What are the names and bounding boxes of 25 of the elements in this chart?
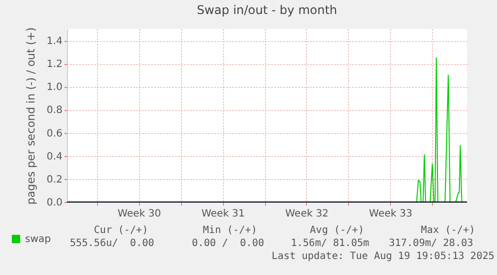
y-tick-label: 1.2 [46, 59, 62, 70]
text: 317.09m/ 28.03 [388, 238, 474, 249]
y-tick-label: 1.4 [46, 36, 62, 48]
x-tick-label: Week 33 [369, 208, 412, 220]
y-tick-label: 0.2 [46, 174, 62, 186]
text: Max (-/+) [420, 225, 476, 236]
y-tick-label: 1.0 [46, 82, 62, 94]
text: 555.56u/ 0.00 [70, 238, 154, 249]
text: Min (-/+) [202, 225, 258, 236]
text: Avg (-/+) [310, 225, 364, 236]
text: Last update: Tue Aug 19 19:05:13 2025 [272, 251, 494, 262]
x-tick-label: Week 31 [201, 208, 245, 220]
y-tick-label: 0.4 [46, 151, 62, 162]
x-tick-label: Week 32 [285, 208, 329, 220]
chart-title: Swap in/out - by month [196, 2, 338, 17]
text: 0.00 / 0.00 [192, 238, 264, 249]
text: 1.56m/ 81.05m [290, 238, 370, 249]
legend-label: swap [25, 234, 51, 245]
y-tick-label: 0.0 [46, 198, 62, 208]
y-tick-label: 0.6 [46, 128, 62, 140]
y-tick-label: 0.8 [46, 105, 62, 116]
y-axis-title: pages per second in (-) / out (+) [24, 27, 38, 205]
text: Cur (-/+) [94, 225, 148, 236]
line-series [416, 57, 462, 202]
x-tick-label: Week 30 [118, 208, 161, 220]
